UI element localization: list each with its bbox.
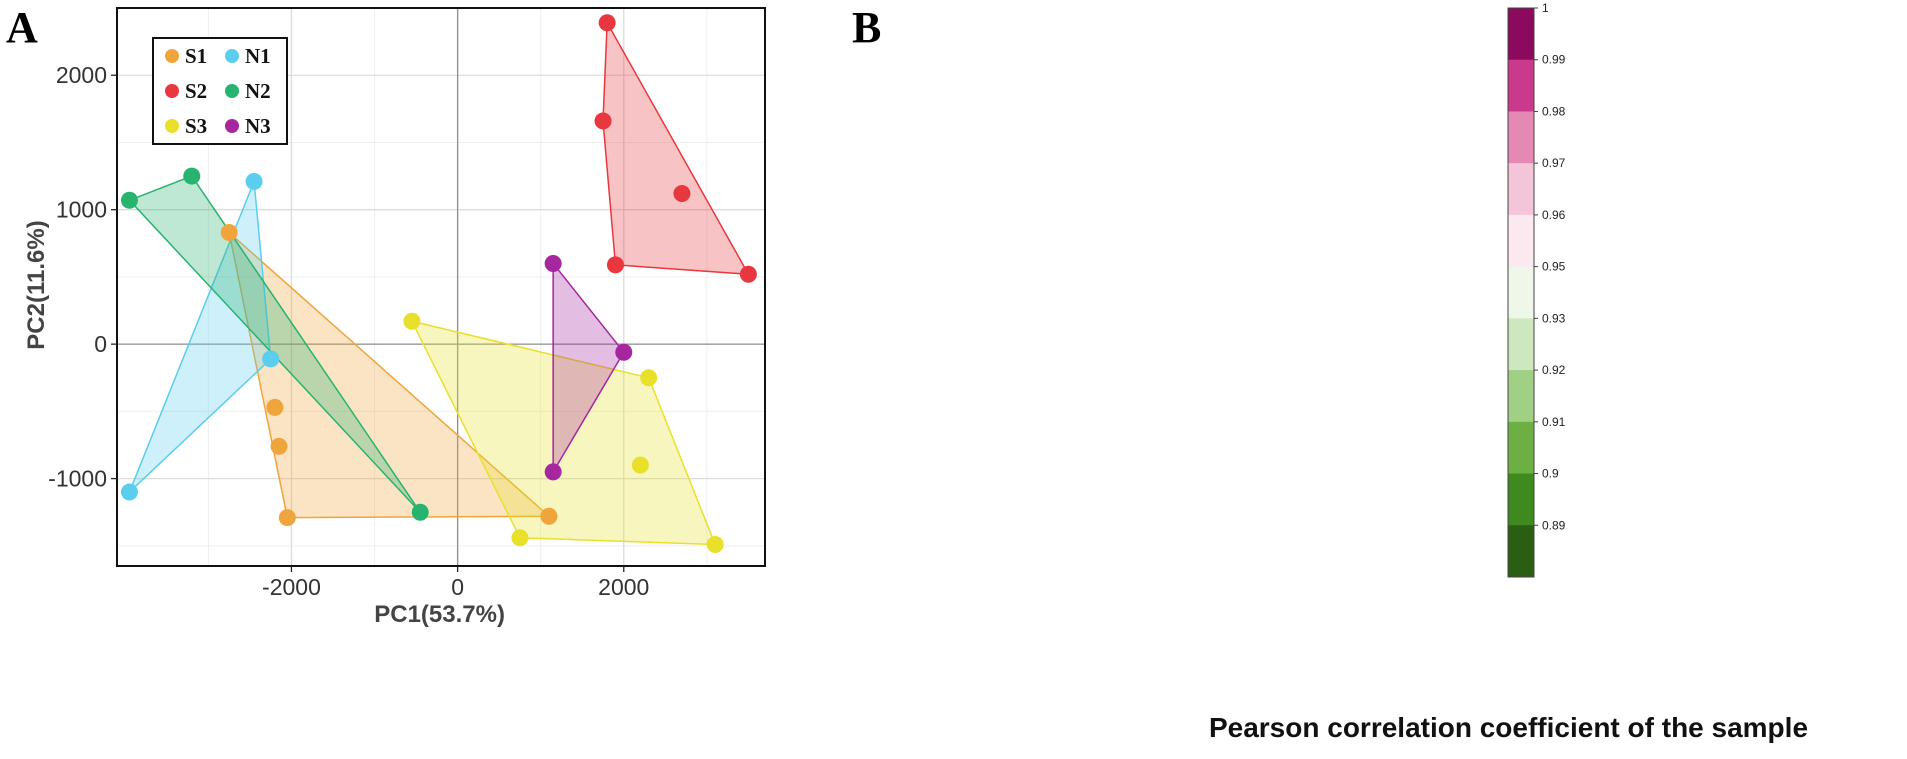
- point-n2: [120, 191, 138, 209]
- legend-label-n2: N2: [245, 79, 271, 103]
- colorbar-segment: [1508, 163, 1534, 216]
- legend-label-n3: N3: [245, 114, 271, 138]
- point-n2: [411, 503, 429, 521]
- colorbar-tick-label: 0.9: [1542, 467, 1559, 481]
- colorbar-segment: [1508, 266, 1534, 319]
- colorbar-tick-label: 0.89: [1542, 518, 1566, 532]
- plot-frame: [116, 7, 766, 567]
- colorbar-tick-label: 1: [1542, 1, 1549, 15]
- hull-n3: [552, 261, 625, 475]
- point-s2: [673, 185, 691, 203]
- point-s3: [511, 529, 529, 547]
- point-s3: [640, 369, 658, 387]
- point-s2: [598, 14, 616, 32]
- y-tick-label: 0: [94, 331, 107, 357]
- x-tick-label: -2000: [262, 574, 321, 600]
- panel-a-label: A: [6, 3, 38, 52]
- hull-n1: [128, 181, 272, 493]
- legend-swatch-s2: [165, 84, 179, 98]
- point-s2: [739, 265, 757, 283]
- colorbar-segment: [1508, 318, 1534, 371]
- colorbar-tick-label: 0.91: [1542, 415, 1566, 429]
- colorbar-tick-label: 0.99: [1542, 53, 1566, 67]
- pca-chart: -2000 0 2000 -1000 0 1000 2000 PC1(53.7%) PC2(11…: [23, 7, 766, 628]
- point-s1: [278, 509, 296, 527]
- point-s1: [220, 224, 238, 242]
- point-s3: [631, 456, 649, 474]
- colorbar-segment: [1508, 473, 1534, 526]
- legend-label-s2: S2: [185, 79, 207, 103]
- panel-b-label: B: [852, 3, 882, 52]
- colorbar-tick-label: 0.96: [1542, 208, 1566, 222]
- x-axis-title: PC1(53.7%): [374, 601, 505, 628]
- point-n1: [120, 483, 138, 501]
- point-s2: [594, 112, 612, 130]
- point-n1: [262, 350, 280, 368]
- point-n1: [245, 172, 263, 190]
- legend-label-s3: S3: [185, 114, 207, 138]
- colorbar-segment: [1508, 370, 1534, 423]
- colorbar-segment: [1508, 8, 1534, 61]
- legend: S1 N1 S2 N2 S3 N3: [152, 37, 288, 145]
- correlation-title: Pearson correlation coefficient of the s…: [1208, 712, 1809, 743]
- colorbar-tick-label: 0.98: [1542, 104, 1566, 118]
- y-tick-label: 2000: [56, 62, 107, 88]
- y-axis-title: PC2(11.6%): [23, 220, 50, 349]
- legend-swatch-n1: [225, 49, 239, 63]
- colorbar-segment: [1508, 421, 1534, 475]
- point-n2: [183, 167, 201, 185]
- colorbar-tick-label: 0.97: [1542, 156, 1566, 170]
- point-s2: [606, 256, 624, 274]
- legend-label-n1: N1: [245, 44, 271, 68]
- x-tick-label: 2000: [598, 574, 649, 600]
- point-n3: [615, 343, 633, 361]
- colorbar-tick-label: 0.95: [1542, 260, 1566, 274]
- y-tick-label: 1000: [56, 197, 107, 223]
- point-n3: [544, 463, 562, 481]
- legend-label-s1: S1: [185, 44, 207, 68]
- legend-swatch-n2: [225, 84, 239, 98]
- colorbar-segment: [1508, 214, 1534, 268]
- point-n3: [544, 254, 562, 272]
- legend-swatch-s1: [165, 49, 179, 63]
- point-s1: [266, 398, 284, 416]
- point-s1: [270, 437, 288, 455]
- colorbar-tick-label: 0.93: [1542, 311, 1566, 325]
- y-tick-label: -1000: [48, 466, 107, 492]
- colorbar-frame: [1507, 7, 1535, 578]
- correlation-matrix: N1.10.97N1.20.980.98N1.30.960.950.96N2.1…: [1507, 1, 1566, 578]
- legend-swatch-s3: [165, 119, 179, 133]
- colorbar-segment: [1508, 525, 1534, 578]
- colorbar-tick-label: 0.92: [1542, 363, 1566, 377]
- x-tick-label: 0: [451, 574, 464, 600]
- colorbar-segment: [1508, 59, 1534, 112]
- colorbar-segment: [1508, 111, 1534, 164]
- point-s3: [403, 312, 421, 330]
- legend-swatch-n3: [225, 119, 239, 133]
- point-s3: [706, 535, 724, 553]
- point-s1: [540, 507, 558, 525]
